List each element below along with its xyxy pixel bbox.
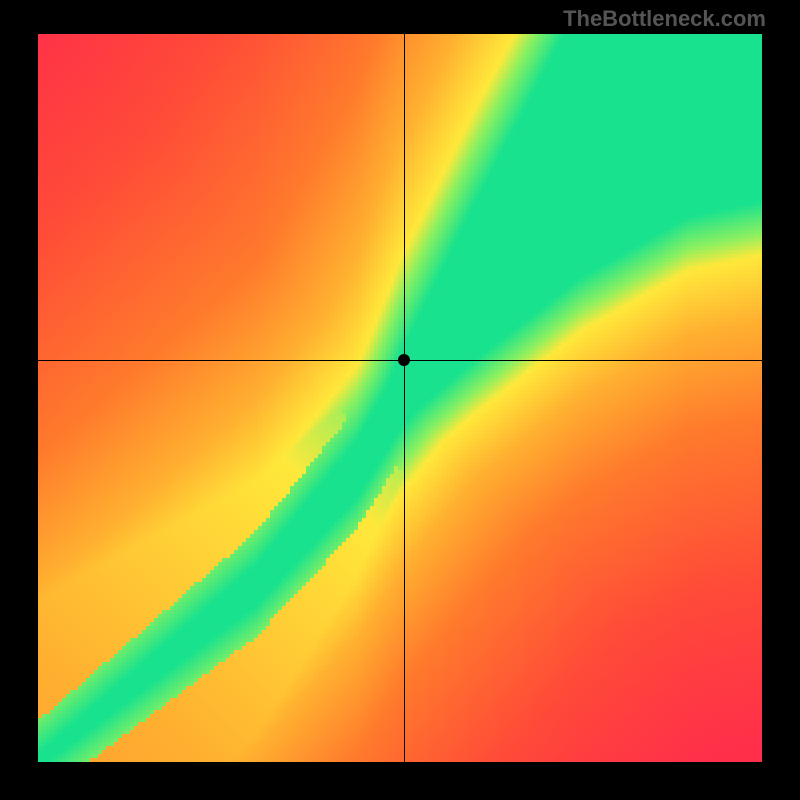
watermark-text: TheBottleneck.com	[563, 6, 766, 32]
crosshair-vertical	[404, 34, 405, 762]
plot-area	[38, 34, 762, 762]
chart-frame: TheBottleneck.com	[0, 0, 800, 800]
marker-dot	[398, 354, 410, 366]
heatmap-canvas	[38, 34, 762, 762]
